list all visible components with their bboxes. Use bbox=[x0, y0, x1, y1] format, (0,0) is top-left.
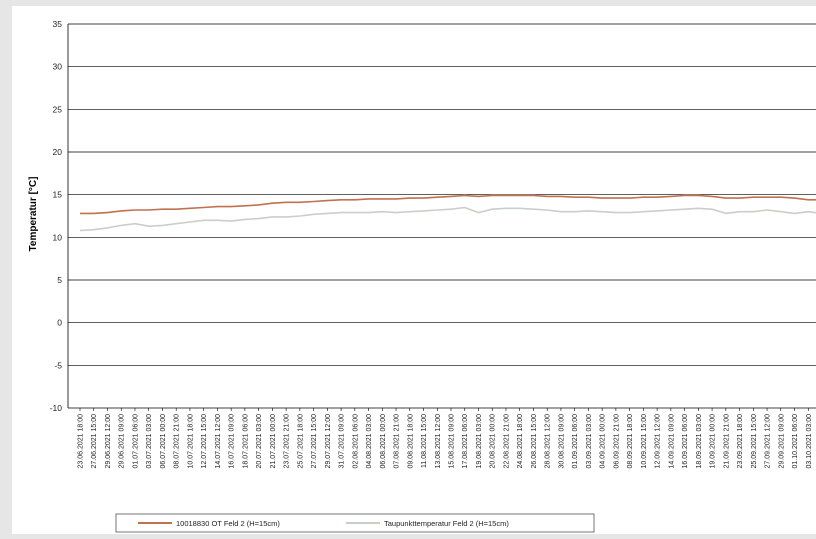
x-tick-label: 16.07.2021 09:00 bbox=[229, 414, 236, 469]
y-tick-label: -10 bbox=[50, 403, 63, 413]
x-axis-ticks: 23.06.2021 18:00 27.06.2021 15:00 29.06.20… bbox=[78, 408, 816, 469]
y-tick-label: 5 bbox=[57, 275, 62, 285]
x-tick-label: 23.06.2021 18:00 bbox=[78, 414, 85, 469]
x-tick-label: 21.07.2021 00:00 bbox=[270, 414, 277, 469]
legend: 10018830 OT Feld 2 (H=15cm) Taupunkttemp… bbox=[116, 514, 594, 532]
x-tick-label: 09.08.2021 18:00 bbox=[407, 414, 414, 469]
x-tick-label: 18.07.2021 06:00 bbox=[242, 414, 249, 469]
x-tick-label: 19.08.2021 03:00 bbox=[476, 414, 483, 469]
y-axis-label: Temperatur [°C] bbox=[28, 177, 39, 252]
x-tick-label: 12.09.2021 12:00 bbox=[655, 414, 662, 469]
x-tick-label: 24.08.2021 18:00 bbox=[517, 414, 524, 469]
x-tick-label: 19.09.2021 00:00 bbox=[710, 414, 717, 469]
x-tick-label: 06.09.2021 21:00 bbox=[613, 414, 620, 469]
x-tick-label: 03.10.2021 03:00 bbox=[806, 414, 813, 469]
x-tick-label: 04.08.2021 03:00 bbox=[366, 414, 373, 469]
x-tick-label: 25.07.2021 18:00 bbox=[297, 414, 304, 469]
x-tick-label: 01.09.2021 06:00 bbox=[572, 414, 579, 469]
legend-label-series-2: Taupunkttemperatur Feld 2 (H=15cm) bbox=[384, 519, 509, 528]
x-tick-label: 18.09.2021 03:00 bbox=[696, 414, 703, 469]
x-tick-label: 29.09.2021 09:00 bbox=[778, 414, 785, 469]
x-tick-label: 29.07.2021 12:00 bbox=[325, 414, 332, 469]
legend-label-series-1: 10018830 OT Feld 2 (H=15cm) bbox=[176, 519, 280, 528]
x-tick-label: 20.07.2021 03:00 bbox=[256, 414, 263, 469]
x-tick-label: 07.08.2021 21:00 bbox=[394, 414, 401, 469]
x-tick-label: 06.08.2021 00:00 bbox=[380, 414, 387, 469]
x-tick-label: 15.08.2021 09:00 bbox=[449, 414, 456, 469]
x-tick-label: 21.09.2021 21:00 bbox=[723, 414, 730, 469]
x-tick-label: 11.08.2021 15:00 bbox=[421, 414, 428, 468]
y-tick-label: 0 bbox=[57, 318, 62, 328]
y-axis-ticks: 35 30 25 20 15 10 5 0 -5 -10 bbox=[50, 19, 63, 413]
series-line-1 bbox=[80, 196, 816, 214]
series-lines bbox=[80, 196, 816, 231]
x-tick-label: 08.09.2021 18:00 bbox=[627, 414, 634, 469]
x-tick-label: 22.08.2021 21:00 bbox=[503, 414, 510, 469]
x-tick-label: 27.06.2021 15:00 bbox=[91, 414, 98, 469]
x-tick-label: 17.08.2021 06:00 bbox=[462, 414, 469, 469]
x-tick-label: 06.07.2021 00:00 bbox=[160, 414, 167, 469]
y-tick-label: 15 bbox=[53, 190, 63, 200]
y-tick-label: -5 bbox=[54, 360, 62, 370]
y-tick-label: 10 bbox=[53, 232, 63, 242]
x-tick-label: 14.07.2021 12:00 bbox=[215, 414, 222, 469]
x-tick-label: 03.09.2021 03:00 bbox=[586, 414, 593, 469]
y-tick-label: 20 bbox=[53, 147, 63, 157]
y-tick-label: 30 bbox=[53, 62, 63, 72]
x-tick-label: 31.07.2021 09:00 bbox=[339, 414, 346, 469]
x-tick-label: 28.08.2021 12:00 bbox=[545, 414, 552, 469]
x-tick-label: 29.06.2021 12:00 bbox=[105, 414, 112, 469]
x-tick-label: 23.07.2021 21:00 bbox=[284, 414, 291, 469]
x-tick-label: 03.07.2021 03:00 bbox=[146, 414, 153, 469]
x-tick-label: 13.08.2021 12:00 bbox=[435, 414, 442, 469]
x-tick-label: 14.09.2021 09:00 bbox=[668, 414, 675, 469]
gridlines bbox=[68, 24, 816, 408]
x-tick-label: 08.07.2021 21:00 bbox=[174, 414, 181, 469]
x-tick-label: 30.08.2021 09:00 bbox=[558, 414, 565, 469]
y-tick-label: 35 bbox=[53, 19, 63, 29]
x-tick-label: 16.09.2021 06:00 bbox=[682, 414, 689, 469]
x-tick-label: 10.07.2021 18:00 bbox=[187, 414, 194, 469]
y-tick-label: 25 bbox=[53, 104, 63, 114]
x-tick-label: 10.09.2021 15:00 bbox=[641, 414, 648, 469]
x-tick-label: 27.07.2021 15:00 bbox=[311, 414, 318, 469]
x-tick-label: 27.09.2021 12:00 bbox=[765, 414, 772, 469]
x-tick-label: 20.08.2021 00:00 bbox=[490, 414, 497, 469]
x-tick-label: 29.06.2021 09:00 bbox=[119, 414, 126, 469]
x-tick-label: 01.10.2021 06:00 bbox=[792, 414, 799, 469]
x-tick-label: 01.07.2021 06:00 bbox=[132, 414, 139, 469]
x-tick-label: 26.08.2021 15:00 bbox=[531, 414, 538, 469]
series-line-2 bbox=[80, 208, 816, 231]
x-tick-label: 25.09.2021 15:00 bbox=[751, 414, 758, 469]
x-tick-label: 23.09.2021 18:00 bbox=[737, 414, 744, 469]
chart-frame: 35 30 25 20 15 10 5 0 -5 -10 23.06.2021 18:00 27.0… bbox=[12, 6, 816, 534]
x-tick-label: 12.07.2021 15:00 bbox=[201, 414, 208, 469]
x-tick-label: 02.08.2021 06:00 bbox=[352, 414, 359, 469]
x-tick-label: 04.09.2021 00:00 bbox=[600, 414, 607, 469]
line-chart: 35 30 25 20 15 10 5 0 -5 -10 23.06.2021 18:00 27.0… bbox=[12, 6, 816, 534]
